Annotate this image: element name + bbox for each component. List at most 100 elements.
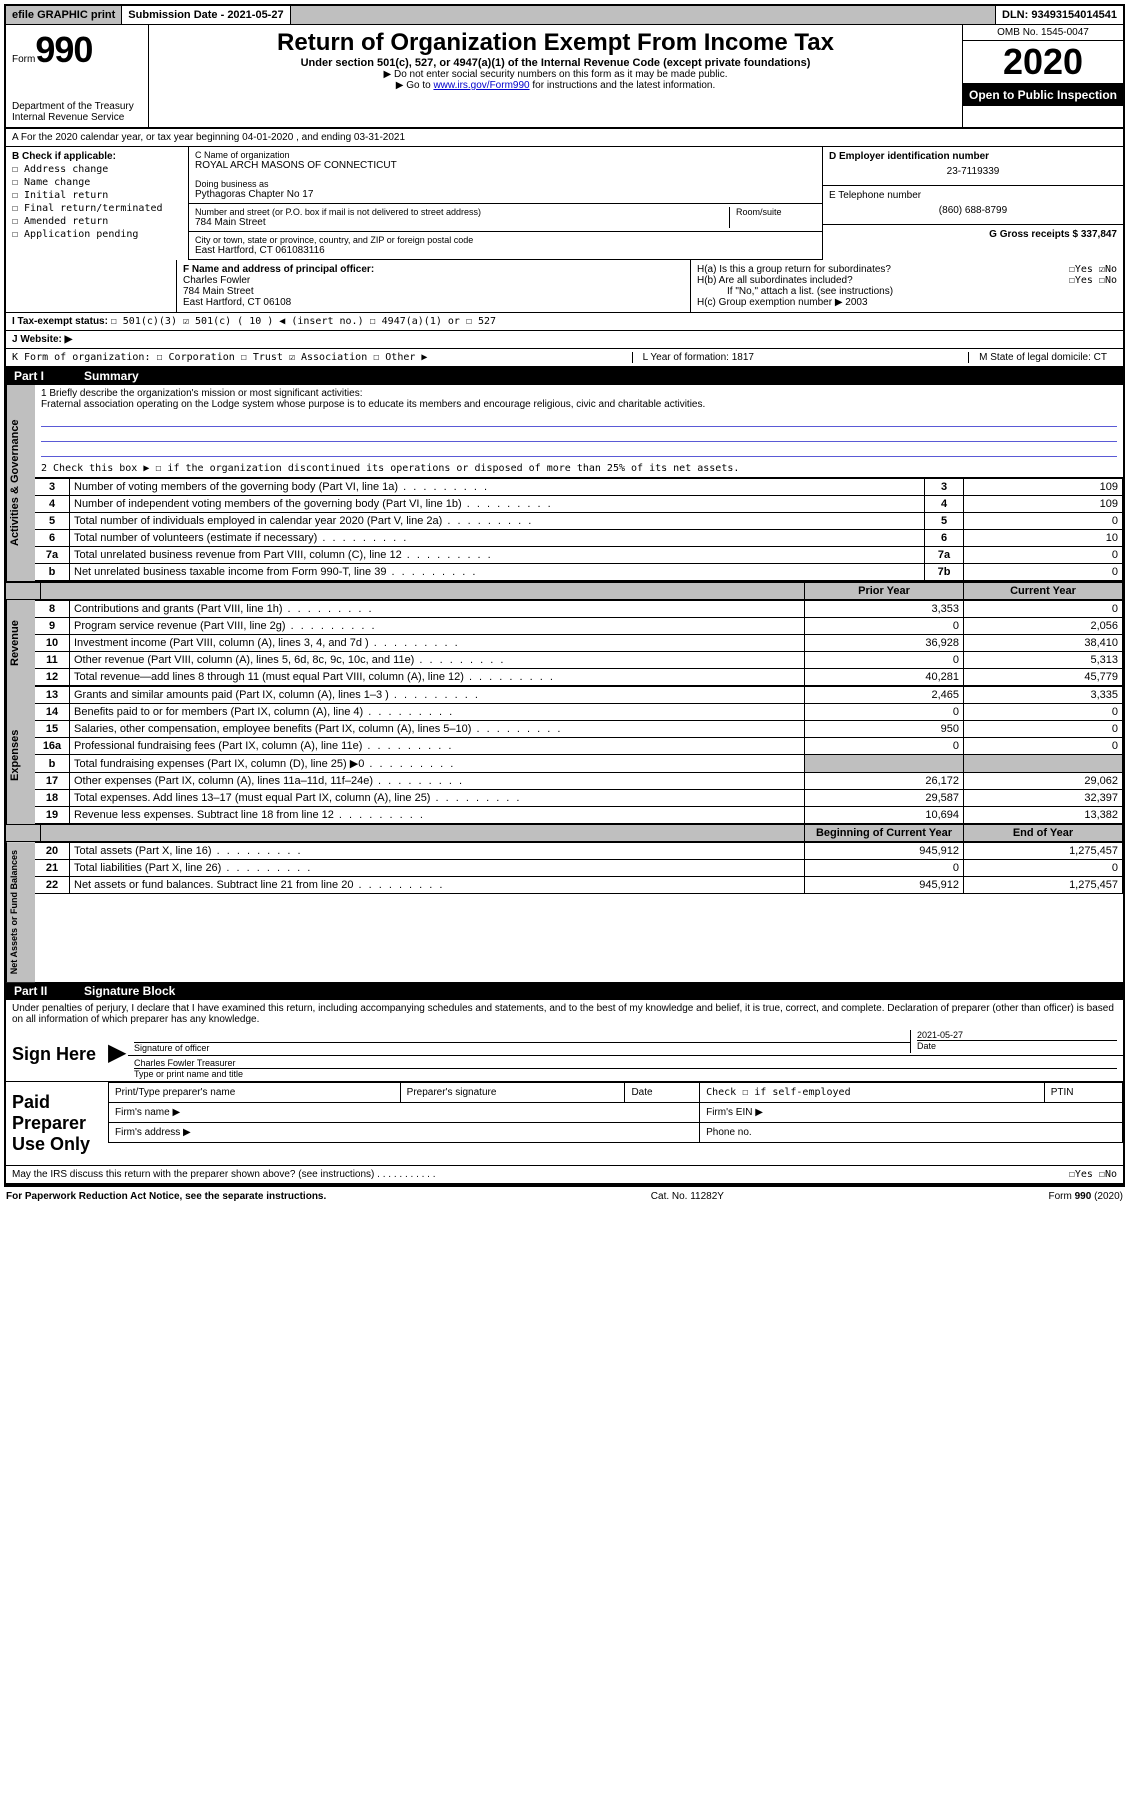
row-desc: Investment income (Part VIII, column (A)… [70,635,805,652]
m-domicile: M State of legal domicile: CT [968,352,1117,363]
chk-name-change[interactable]: ☐ Name change [12,177,182,188]
spacer [291,6,996,24]
room-suite: Room/suite [729,207,816,228]
form-number: 990 [35,29,92,70]
form-title: Return of Organization Exempt From Incom… [157,29,954,57]
firm-addr: Firm's address ▶ [109,1123,700,1143]
row-desc: Total number of individuals employed in … [70,513,925,530]
colb-hdr: B Check if applicable: [12,151,182,162]
row-prior-year: 36,928 [805,635,964,652]
chk-address-change[interactable]: ☐ Address change [12,164,182,175]
part2-num: Part II [14,984,84,998]
row-current-year: 45,779 [964,669,1123,686]
p-sig: Preparer's signature [400,1083,625,1103]
side-netassets: Net Assets or Fund Balances [6,842,35,982]
ha-answer[interactable]: ☐Yes ☑No [1069,264,1117,275]
row-prior-year [805,755,964,773]
row-prior-year: 0 [805,618,964,635]
side-revenue: Revenue [6,600,35,686]
part2-header: Part IISignature Block [6,982,1123,1000]
row-num: 3 [35,479,70,496]
ein-value: 23-7119339 [829,162,1117,181]
part1-header: Part ISummary [6,367,1123,385]
row-num: 5 [35,513,70,530]
row-num: b [35,755,70,773]
ein-label: D Employer identification number [829,151,1117,162]
row-prior-year: 2,465 [805,687,964,704]
row-desc: Total revenue—add lines 8 through 11 (mu… [70,669,805,686]
row-val: 0 [964,564,1123,581]
hb-answer[interactable]: ☐Yes ☐No [1069,275,1117,286]
row-num: 6 [35,530,70,547]
firm-phone: Phone no. [700,1123,1123,1143]
row-current-year: 5,313 [964,652,1123,669]
top-bar: efile GRAPHIC print Submission Date - 20… [6,6,1123,25]
p-self[interactable]: Check ☐ if self-employed [700,1083,1045,1103]
typed-name: Charles Fowler Treasurer [134,1058,1117,1068]
chk-application-pending[interactable]: ☐ Application pending [12,229,182,240]
row-num: 20 [35,843,70,860]
row-desc: Other expenses (Part IX, column (A), lin… [70,773,805,790]
phone-value: (860) 688-8799 [829,201,1117,220]
sig-officer-lbl: Signature of officer [134,1043,209,1053]
row-current-year: 0 [964,860,1123,877]
current-year-hdr: Current Year [964,582,1123,600]
row-num: 15 [35,721,70,738]
city-label: City or town, state or province, country… [195,235,816,245]
row-prior-year: 10,694 [805,807,964,824]
chk-amended-return[interactable]: ☐ Amended return [12,216,182,227]
row-desc: Net unrelated business taxable income fr… [70,564,925,581]
phone-label: E Telephone number [829,190,1117,201]
hc-label: H(c) Group exemption number ▶ 2003 [697,297,1117,308]
eoy-hdr: End of Year [964,825,1123,842]
governance-table: 3 Number of voting members of the govern… [35,478,1123,581]
note2-post: for instructions and the latest informat… [530,80,716,91]
may-discuss-ans[interactable]: ☐Yes ☐No [1069,1169,1117,1180]
row-desc: Professional fundraising fees (Part IX, … [70,738,805,755]
i-label: I Tax-exempt status: [12,316,108,327]
row-val: 0 [964,513,1123,530]
side-activities: Activities & Governance [6,385,35,581]
row-key: 3 [925,479,964,496]
declaration: Under penalties of perjury, I declare th… [6,1000,1123,1028]
q2-check[interactable]: 2 Check this box ▶ ☐ if the organization… [35,460,1123,478]
arrow-icon: ▶ [108,1028,128,1081]
hb-note: If "No," attach a list. (see instruction… [697,286,1117,297]
k-form-org[interactable]: K Form of organization: ☐ Corporation ☐ … [12,352,427,363]
row-key: 4 [925,496,964,513]
inspection-label: Open to Public Inspection [963,84,1123,106]
footer-mid: Cat. No. 11282Y [651,1191,724,1202]
row-current-year: 32,397 [964,790,1123,807]
form-header: Form990 Department of the Treasury Inter… [6,25,1123,129]
row-key: 7b [925,564,964,581]
firm-ein: Firm's EIN ▶ [700,1103,1123,1123]
row-desc: Total liabilities (Part X, line 26) [70,860,805,877]
footer-right: Form 990 (2020) [1049,1191,1123,1202]
row-current-year: 0 [964,738,1123,755]
row-prior-year: 0 [805,860,964,877]
row-num: 21 [35,860,70,877]
row-prior-year: 26,172 [805,773,964,790]
tax-exempt-status[interactable]: ☐ 501(c)(3) ☑ 501(c) ( 10 ) ◀ (insert no… [111,316,496,327]
chk-final-return[interactable]: ☐ Final return/terminated [12,203,182,214]
q1-label: 1 Briefly describe the organization's mi… [41,388,1117,399]
row-num: 13 [35,687,70,704]
row-val: 10 [964,530,1123,547]
row-desc: Total fundraising expenses (Part IX, col… [70,755,805,773]
form990-link[interactable]: www.irs.gov/Form990 [433,80,529,91]
ha-label: H(a) Is this a group return for subordin… [697,264,891,275]
row-desc: Net assets or fund balances. Subtract li… [70,877,805,894]
form-subtitle: Under section 501(c), 527, or 4947(a)(1)… [157,57,954,69]
l-year-formation: L Year of formation: 1817 [632,352,764,363]
firm-name: Firm's name ▶ [109,1103,700,1123]
row-prior-year: 0 [805,738,964,755]
submission-date: Submission Date - 2021-05-27 [122,6,290,24]
row-current-year: 0 [964,601,1123,618]
row-desc: Number of voting members of the governin… [70,479,925,496]
sig-date-val: 2021-05-27 [917,1030,1117,1040]
row-current-year: 1,275,457 [964,843,1123,860]
form-note1: ▶ Do not enter social security numbers o… [157,69,954,80]
dept-label: Department of the Treasury Internal Reve… [12,101,142,123]
chk-initial-return[interactable]: ☐ Initial return [12,190,182,201]
officer-addr2: East Hartford, CT 06108 [183,297,684,308]
